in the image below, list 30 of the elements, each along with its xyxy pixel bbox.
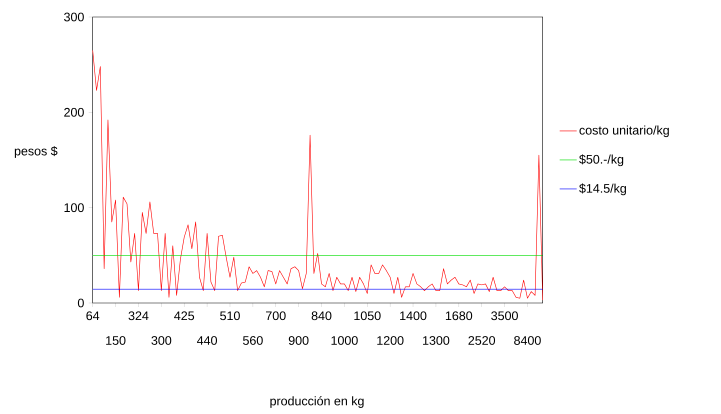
x-tick-label: 324 [128, 311, 148, 320]
x-tick-label: 1400 [400, 311, 426, 320]
y-tick-label: 0 [78, 298, 84, 308]
x-tick-label: 3500 [491, 311, 518, 320]
x-tick-label: 1200 [377, 336, 404, 345]
x-tick-label: 1000 [332, 336, 358, 345]
legend-label: $14.5/kg [579, 183, 626, 196]
y-tick-label: 300 [64, 12, 84, 22]
y-tick-label: 100 [64, 203, 84, 212]
x-tick-label: 2520 [468, 336, 496, 345]
x-tick-label: 440 [197, 336, 218, 345]
x-tick-label: 150 [106, 336, 126, 345]
x-tick-label: 700 [266, 311, 286, 320]
x-tick-label: 840 [312, 311, 332, 320]
x-tick-label: 900 [288, 336, 309, 345]
x-tick-label: 64 [86, 311, 100, 320]
x-tick-label: 425 [174, 311, 194, 320]
line-series [92, 50, 544, 300]
y-tick-label: 200 [64, 108, 84, 117]
x-tick-label: 1300 [423, 336, 450, 345]
x-axis-title: producción en kg [270, 396, 364, 408]
x-tick-label: 560 [242, 336, 263, 345]
legend-label: costo unitario/kg [580, 125, 669, 138]
x-tick-label: 1680 [446, 311, 472, 320]
x-tick-label: 1050 [354, 311, 381, 320]
x-tick-label: 510 [220, 311, 240, 320]
y-axis-title: pesos $ [14, 146, 58, 158]
legend-label: $50.-/kg [579, 154, 624, 166]
x-tick-label: 300 [151, 336, 172, 345]
x-tick-label: 8400 [514, 336, 541, 345]
